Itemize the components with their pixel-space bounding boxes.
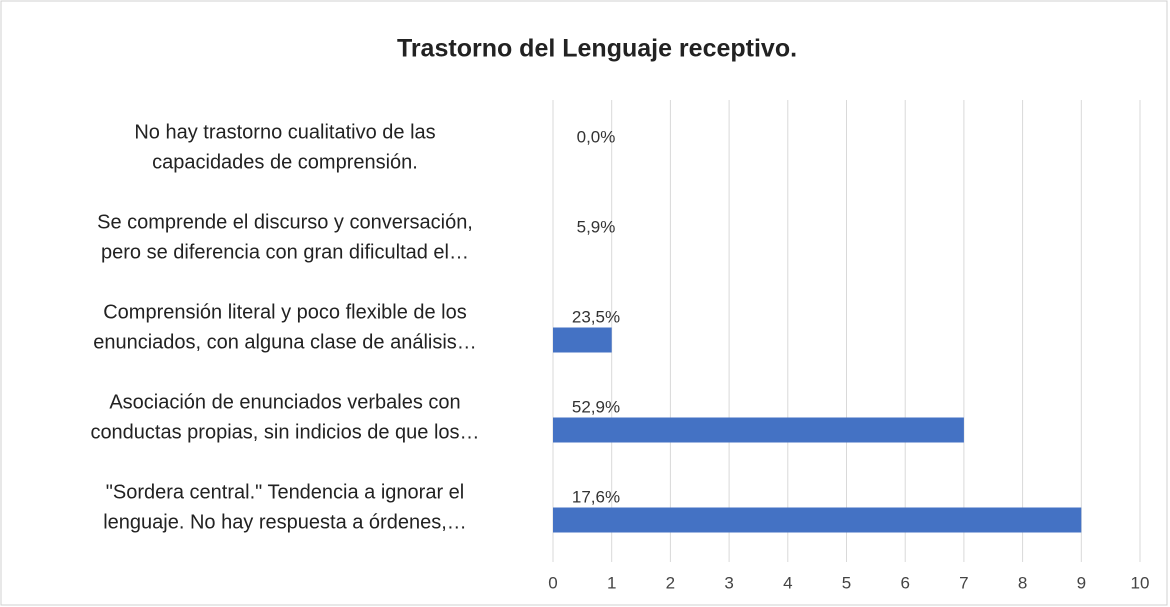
y-tick-label: Se comprende el discurso y conversación, — [97, 211, 473, 233]
y-tick-label: capacidades de comprensión. — [152, 151, 418, 173]
y-tick-label: No hay trastorno cualitativo de las — [134, 121, 435, 143]
y-tick-label: conductas propias, sin indicios de que l… — [90, 421, 479, 443]
annotation: 23,5% — [572, 307, 620, 326]
bar — [553, 507, 1082, 533]
x-tick-label: 3 — [724, 573, 733, 592]
x-tick-label: 5 — [842, 573, 851, 592]
chart-title: Trastorno del Lenguaje receptivo. — [397, 35, 797, 63]
x-tick-label: 2 — [666, 573, 675, 592]
annotation: 17,6% — [572, 487, 620, 506]
y-tick-label: "Sordera central." Tendencia a ignorar e… — [106, 481, 465, 503]
x-tick-label: 6 — [900, 573, 909, 592]
y-tick-label: Asociación de enunciados verbales con — [109, 391, 460, 413]
x-tick-label: 1 — [607, 573, 616, 592]
x-tick-label: 7 — [959, 573, 968, 592]
annotation: 5,9% — [577, 217, 616, 236]
x-tick-label: 0 — [548, 573, 557, 592]
y-tick-label: lenguaje. No hay respuesta a órdenes,… — [103, 511, 467, 533]
annotation: 0,0% — [577, 127, 616, 146]
y-tick-label: enunciados, con alguna clase de análisis… — [93, 331, 477, 353]
x-tick-label: 4 — [783, 573, 792, 592]
bar — [553, 327, 612, 353]
annotation: 52,9% — [572, 397, 620, 416]
y-tick-label: Comprensión literal y poco flexible de l… — [103, 301, 467, 323]
y-tick-label: pero se diferencia con gran dificultad e… — [101, 241, 469, 263]
x-tick-label: 8 — [1018, 573, 1027, 592]
bar — [553, 417, 964, 443]
x-tick-label: 9 — [1077, 573, 1086, 592]
x-tick-label: 10 — [1131, 573, 1150, 592]
